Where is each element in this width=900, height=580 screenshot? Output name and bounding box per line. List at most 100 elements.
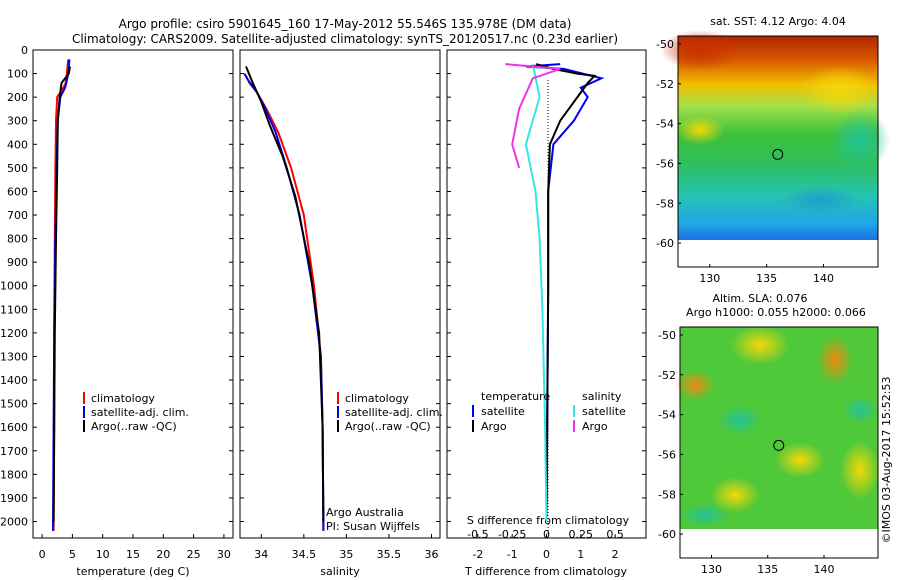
legend-argo: Argo(..raw -QC) — [345, 420, 431, 433]
sla-heatmap — [675, 325, 880, 559]
sla-lon-ticks: 130 135 140 — [701, 555, 835, 576]
x-tick-label: 5 — [69, 548, 76, 561]
depth-tick-label: 1200 — [0, 327, 28, 340]
sla-patch — [675, 370, 715, 400]
x-tick-label: 2 — [612, 548, 619, 561]
x-tick-label: 34.5 — [292, 548, 317, 561]
x-tick-label: 35 — [339, 548, 353, 561]
x-tick-label: 25 — [187, 548, 201, 561]
lat-tick-label: -50 — [658, 329, 676, 342]
lat-tick-label: -58 — [658, 488, 676, 501]
depth-tick-label: 1900 — [0, 492, 28, 505]
depth-tick-label: 0 — [21, 44, 28, 57]
depth-tick-label: 1600 — [0, 421, 28, 434]
sst-patch — [780, 185, 860, 215]
diff-line-salinity-argo — [505, 63, 561, 169]
salinity-x-ticks: 34 34.5 35 35.5 36 — [254, 534, 438, 561]
legend-satellite: satellite-adj. clim. — [345, 406, 443, 419]
lat-tick-label: -54 — [658, 409, 676, 422]
diff-line-salinity-satellite — [524, 63, 548, 522]
sla-patch — [730, 325, 790, 365]
series-line-argo-raw-qc- — [245, 66, 325, 522]
x-tick-label: 15 — [126, 548, 140, 561]
legend-temp-satellite: satellite — [481, 405, 525, 418]
lon-tick-label: 135 — [757, 563, 778, 576]
sla-map-title-2: Argo h1000: 0.055 h2000: 0.066 — [686, 306, 866, 319]
sst-heatmap — [660, 30, 890, 268]
depth-tick-label: 800 — [7, 233, 28, 246]
t-difference-axis-label: T difference from climatology — [464, 565, 627, 578]
salinity-axis-label: salinity — [320, 565, 360, 578]
depth-tick-label: 1400 — [0, 374, 28, 387]
depth-tick-labels: 0 100 200 300 400 500 600 700 800 900 1000 1100 1200… — [0, 44, 28, 528]
legend-climatology: climatology — [345, 392, 409, 405]
lat-tick-label: -60 — [656, 237, 674, 250]
x-tick-label: 30 — [217, 548, 231, 561]
series-line-satellite-adj-clim- — [243, 73, 325, 531]
sst-patch — [830, 110, 890, 170]
legend-sal-satellite: satellite — [582, 405, 626, 418]
x2-tick-label: 0.25 — [569, 528, 594, 541]
sla-patch — [775, 442, 825, 478]
x-tick-label: -1 — [507, 548, 518, 561]
lat-tick-label: -50 — [656, 38, 674, 51]
depth-tick-label: 1300 — [0, 350, 28, 363]
depth-tick-label: 1700 — [0, 445, 28, 458]
depth-tick-label: 300 — [7, 115, 28, 128]
x-tick-label: 20 — [156, 548, 170, 561]
sst-float-marker — [772, 148, 784, 160]
annotation-pi: PI: Susan Wijffels — [326, 520, 420, 533]
sla-patch — [710, 477, 760, 513]
lat-tick-label: -60 — [658, 528, 676, 541]
sla-lat-ticks: -50 -52 -54 -56 -58 -60 — [658, 329, 683, 541]
sla-patch — [680, 503, 730, 527]
depth-tick-label: 700 — [7, 209, 28, 222]
title-line2: Climatology: CARS2009. Satellite-adjuste… — [72, 32, 618, 46]
sst-patch — [675, 115, 725, 145]
legend-satellite: satellite-adj. clim. — [91, 406, 189, 419]
lon-tick-label: 140 — [814, 563, 835, 576]
depth-tick-label: 500 — [7, 162, 28, 175]
depth-tick-label: 1800 — [0, 468, 28, 481]
title-line1: Argo profile: csiro 5901645_160 17-May-2… — [119, 17, 572, 31]
sst-lat-ticks: -50 -52 -54 -56 -58 -60 — [656, 38, 681, 250]
lon-tick-label: 130 — [701, 563, 722, 576]
depth-tick-marks — [33, 49, 646, 522]
sst-map-title: sat. SST: 4.12 Argo: 4.04 — [710, 15, 846, 28]
sla-patch — [817, 335, 853, 385]
depth-tick-label: 900 — [7, 256, 28, 269]
temperature-axis-label: temperature (deg C) — [76, 565, 189, 578]
sst-lon-ticks: 130 135 140 — [699, 264, 834, 285]
x-tick-label: 0 — [39, 548, 46, 561]
temperature-panel — [32, 49, 234, 539]
legend-climatology: climatology — [91, 392, 155, 405]
depth-tick-label: 1000 — [0, 280, 28, 293]
legend-salinity-title: salinity — [582, 390, 622, 403]
difference-legend: temperature satellite Argo salinity sate… — [472, 390, 626, 433]
difference-series — [505, 63, 605, 522]
sla-patch — [718, 405, 762, 435]
legend-sal-argo: Argo — [582, 420, 608, 433]
sla-patch — [840, 440, 880, 500]
annotation-argo-australia: Argo Australia — [326, 506, 404, 519]
x2-tick-label: -0.25 — [498, 528, 526, 541]
x-tick-label: 1 — [577, 548, 584, 561]
lon-tick-label: 140 — [813, 272, 834, 285]
s-difference-axis-label: S difference from climatology — [467, 514, 630, 527]
series-line-argo-raw-qc- — [52, 66, 71, 522]
difference-x-ticks: -2 -1 0 1 2 — [472, 534, 619, 561]
salinity-series — [243, 66, 325, 531]
lat-tick-label: -52 — [656, 78, 674, 91]
x-tick-label: 35.5 — [377, 548, 402, 561]
depth-tick-label: 400 — [7, 138, 28, 151]
x-tick-label: 0 — [543, 548, 550, 561]
x-tick-label: -2 — [472, 548, 483, 561]
x2-tick-label: 0 — [543, 528, 550, 541]
depth-tick-label: 1100 — [0, 303, 28, 316]
lat-tick-label: -56 — [656, 157, 674, 170]
series-line-climatology — [245, 75, 325, 531]
sst-patch — [660, 30, 740, 70]
lat-tick-label: -58 — [656, 197, 674, 210]
depth-tick-label: 200 — [7, 91, 28, 104]
